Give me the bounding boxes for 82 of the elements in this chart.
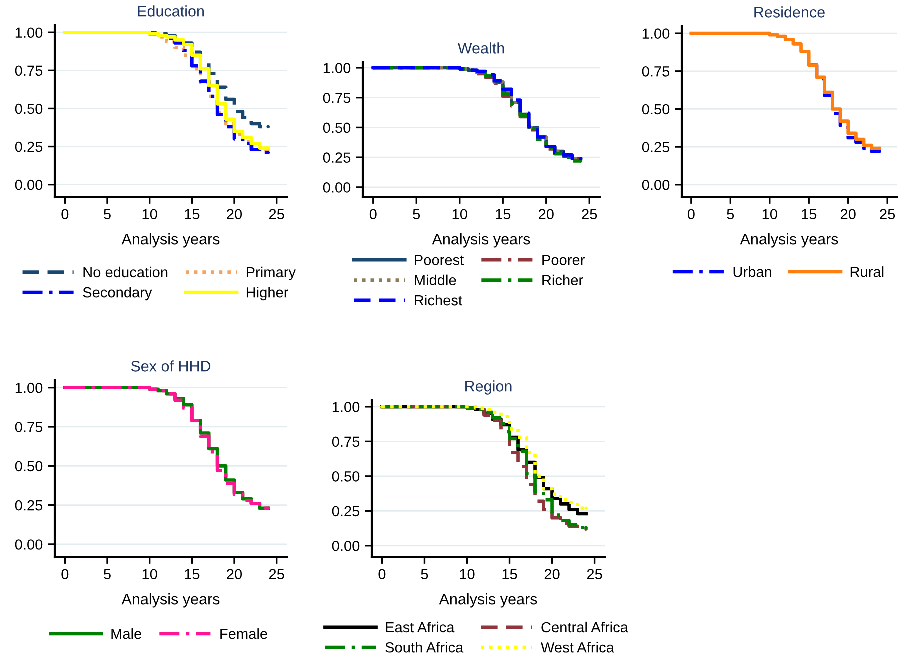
x-tick-label: 20 — [227, 569, 242, 580]
x-tick-label: 15 — [502, 569, 518, 580]
y-tick-label: 0.00 — [15, 180, 43, 190]
x-tick-label: 10 — [762, 209, 778, 220]
legend-label: Primary — [246, 266, 296, 280]
y-tick-label: 0.00 — [332, 540, 360, 552]
y-tick-label: 0.25 — [332, 506, 360, 517]
legend-label: Richer — [542, 274, 584, 286]
legend-label: Male — [112, 628, 142, 640]
x-tick-label: 5 — [421, 569, 428, 580]
y-tick-label: 0.50 — [332, 472, 360, 482]
x-axis-title: Analysis years — [122, 594, 220, 608]
x-tick-label: 15 — [185, 569, 200, 580]
legend-label: East Africa — [386, 622, 455, 633]
x-tick-label: 25 — [582, 209, 598, 220]
y-tick-label: 0.50 — [642, 104, 670, 115]
y-tick-label: 0.00 — [15, 540, 43, 550]
y-tick-label: 0.25 — [15, 142, 43, 152]
x-tick-label: 15 — [802, 209, 817, 220]
y-tick-label: 0.75 — [15, 422, 43, 432]
x-tick-label: 25 — [880, 209, 896, 220]
y-tick-label: 1.00 — [642, 28, 670, 39]
y-tick-label: 1.00 — [16, 382, 43, 394]
x-tick-label: 15 — [496, 209, 511, 220]
x-tick-label: 20 — [840, 209, 856, 220]
x-tick-label: 0 — [370, 209, 377, 220]
y-tick-label: 1.00 — [16, 28, 43, 38]
x-tick-label: 10 — [142, 569, 158, 580]
legend-label: West Africa — [541, 642, 614, 653]
x-axis-title: Analysis years — [122, 234, 220, 248]
y-tick-label: 0.25 — [323, 152, 351, 164]
x-axis-title: Analysis years — [439, 594, 538, 608]
chart-title: Residence — [754, 6, 825, 18]
x-tick-label: 15 — [185, 209, 200, 220]
y-tick-label: 0.50 — [15, 104, 43, 114]
legend-label: Richest — [415, 294, 462, 306]
x-tick-label: 5 — [727, 209, 734, 220]
chart-title: Education — [138, 6, 204, 17]
legend-label: South Africa — [386, 642, 464, 653]
y-tick-label: 0.75 — [323, 92, 351, 104]
x-tick-label: 5 — [104, 569, 111, 580]
legend-label: Rural — [850, 266, 884, 278]
legend-label: Middle — [415, 274, 456, 286]
y-tick-label: 0.25 — [642, 142, 670, 152]
x-tick-label: 0 — [62, 209, 69, 220]
legend-label: Higher — [246, 287, 289, 301]
x-tick-label: 25 — [269, 209, 284, 220]
x-tick-label: 5 — [413, 209, 420, 220]
legend-label: Central Africa — [542, 622, 628, 633]
y-tick-label: 0.25 — [15, 500, 43, 511]
y-tick-label: 0.75 — [642, 66, 670, 77]
y-tick-label: 0.00 — [323, 182, 351, 193]
x-tick-label: 5 — [104, 209, 111, 220]
legend-label: Urban — [734, 266, 772, 278]
x-tick-label: 10 — [460, 569, 475, 580]
x-tick-label: 0 — [378, 569, 386, 580]
x-tick-label: 25 — [269, 569, 284, 580]
x-tick-label: 20 — [544, 569, 560, 580]
x-tick-label: 0 — [62, 569, 69, 580]
x-tick-label: 10 — [142, 209, 158, 220]
y-tick-label: 0.50 — [323, 122, 351, 134]
legend-label: Female — [220, 628, 268, 640]
y-tick-label: 0.75 — [15, 66, 43, 76]
chart-title: Wealth — [458, 42, 504, 54]
y-tick-label: 0.75 — [332, 436, 360, 448]
y-tick-label: 0.50 — [15, 461, 43, 472]
legend-label: Secondary — [83, 287, 152, 301]
x-tick-label: 0 — [688, 209, 695, 220]
y-tick-label: 1.00 — [324, 63, 351, 74]
x-tick-label: 25 — [587, 569, 602, 580]
legend-label: No education — [84, 266, 168, 278]
chart-title: Region — [466, 380, 512, 395]
legend-label: Poorer — [542, 255, 585, 266]
legend-label: Poorest — [415, 255, 464, 266]
x-tick-label: 20 — [538, 209, 554, 220]
chart-title: Sex of HHD — [131, 360, 211, 372]
x-axis-title: Analysis years — [740, 234, 838, 248]
y-tick-label: 0.00 — [642, 180, 670, 190]
y-tick-label: 1.00 — [332, 402, 360, 412]
x-axis-title: Analysis years — [432, 234, 530, 248]
x-tick-label: 20 — [227, 209, 242, 220]
x-tick-label: 10 — [452, 209, 468, 220]
